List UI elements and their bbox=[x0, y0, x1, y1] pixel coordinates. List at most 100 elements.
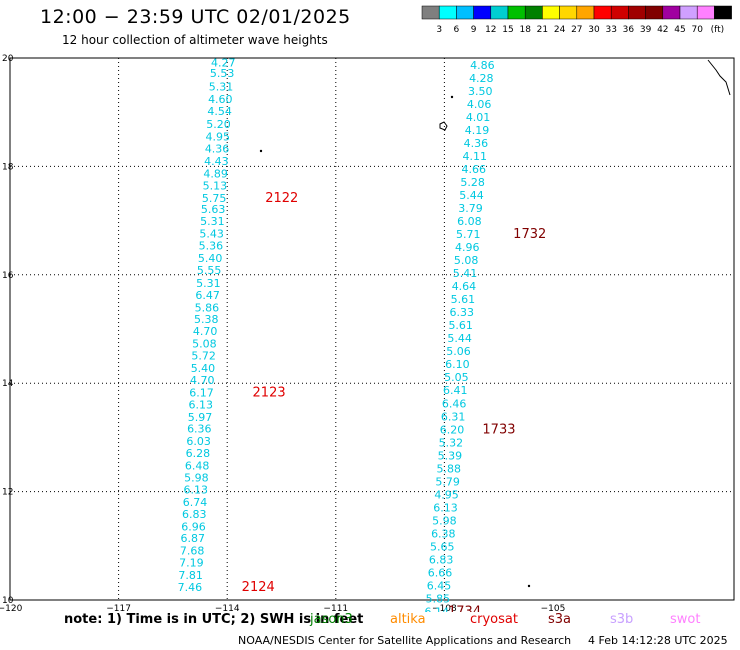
wave-height-value: 4.43 bbox=[204, 155, 229, 168]
wave-height-value: 5.72 bbox=[191, 350, 216, 363]
island-outline bbox=[439, 121, 448, 131]
color-scale-label: 27 bbox=[571, 25, 582, 35]
x-tick-label: −117 bbox=[106, 604, 131, 612]
color-scale-label: 3 bbox=[436, 25, 442, 35]
wave-height-value: 5.13 bbox=[203, 179, 228, 192]
y-tick-label: 20 bbox=[2, 54, 14, 64]
legend-swot: swot bbox=[670, 612, 701, 627]
wave-height-value: 4.64 bbox=[452, 280, 477, 293]
wave-height-value: 5.88 bbox=[436, 462, 461, 475]
wave-height-value: 5.85 bbox=[426, 592, 451, 605]
pass-time-label: 1732 bbox=[513, 227, 546, 242]
wave-height-value: 5.20 bbox=[206, 118, 231, 131]
wave-height-value: 6.74 bbox=[183, 496, 208, 509]
page-subtitle: 12 hour collection of altimeter wave hei… bbox=[62, 33, 328, 47]
footer-notes: note: 1) Time is in UTC; 2) SWH is in fe… bbox=[0, 612, 740, 630]
credit-line: NOAA/NESDIS Center for Satellite Applica… bbox=[238, 634, 572, 647]
color-scale-label: 33 bbox=[605, 25, 616, 35]
color-scale-label: 6 bbox=[454, 25, 460, 35]
wave-height-value: 4.86 bbox=[470, 59, 495, 72]
x-tick-label: −105 bbox=[541, 604, 566, 612]
legend-altika: altika bbox=[390, 612, 426, 627]
wave-height-value: 5.40 bbox=[198, 252, 223, 265]
wave-height-value: 5.08 bbox=[454, 254, 479, 267]
island-dot bbox=[527, 584, 531, 588]
wave-height-value: 6.46 bbox=[442, 397, 467, 410]
wave-height-value: 6.45 bbox=[427, 579, 452, 592]
color-scale-label: 15 bbox=[502, 25, 513, 35]
wave-height-value: 4.11 bbox=[463, 150, 488, 163]
generated-timestamp: 4 Feb 14:12:28 UTC 2025 bbox=[588, 634, 728, 647]
wave-height-value: 4.95 bbox=[206, 131, 231, 144]
wave-height-value: 6.38 bbox=[431, 527, 456, 540]
wave-height-value: 5.98 bbox=[432, 514, 457, 527]
color-scale-label: 36 bbox=[623, 25, 635, 35]
wave-height-value: 6.36 bbox=[187, 423, 212, 436]
wave-height-value: 4.96 bbox=[455, 241, 480, 254]
wave-height-value: 5.79 bbox=[435, 475, 460, 488]
color-scale-label: 12 bbox=[485, 25, 496, 35]
island-dot bbox=[259, 149, 263, 153]
x-tick-label: −111 bbox=[323, 604, 348, 612]
wave-height-value: 5.44 bbox=[447, 332, 472, 345]
color-swatch bbox=[714, 5, 732, 20]
color-scale-label: 42 bbox=[657, 25, 668, 35]
wave-height-value: 5.98 bbox=[184, 472, 209, 485]
wave-height-value: 5.31 bbox=[200, 215, 225, 228]
wave-height-value: 6.20 bbox=[440, 423, 465, 436]
wave-height-value: 4.54 bbox=[207, 105, 232, 118]
legend-s3a: s3a bbox=[548, 612, 572, 627]
color-scale-label: 18 bbox=[519, 25, 531, 35]
wave-height-value: 5.39 bbox=[438, 449, 463, 462]
wave-height-value: 5.36 bbox=[199, 240, 224, 253]
wave-height-value: 6.13 bbox=[183, 483, 208, 496]
y-tick-label: 14 bbox=[2, 379, 14, 389]
y-tick-label: 10 bbox=[2, 596, 14, 606]
plot-frame bbox=[9, 57, 735, 601]
pass-time-label: 2124 bbox=[242, 580, 275, 595]
wave-height-value: 5.44 bbox=[459, 189, 484, 202]
color-scale-label: 9 bbox=[471, 25, 477, 35]
x-tick-label: −108 bbox=[432, 604, 457, 612]
wave-height-value: 6.66 bbox=[428, 566, 453, 579]
wave-height-value: 4.66 bbox=[461, 163, 486, 176]
wave-height-value: 6.41 bbox=[443, 384, 468, 397]
wave-height-value: 6.83 bbox=[429, 553, 454, 566]
y-tick-label: 12 bbox=[2, 488, 13, 498]
wave-height-value: 5.32 bbox=[439, 436, 464, 449]
wave-height-value: 5.61 bbox=[448, 319, 473, 332]
color-scale-label: 21 bbox=[537, 25, 548, 35]
wave-height-value: 6.47 bbox=[195, 289, 220, 302]
wave-height-value: 5.38 bbox=[194, 313, 219, 326]
wave-height-value: 5.41 bbox=[453, 267, 478, 280]
wave-height-value: 5.06 bbox=[446, 345, 471, 358]
wave-height-value: 5.08 bbox=[192, 338, 217, 351]
wave-height-value: 7.68 bbox=[180, 545, 205, 558]
wave-height-value: 6.14 bbox=[425, 605, 450, 612]
color-scale-unit: (ft) bbox=[711, 25, 725, 35]
color-scale-label: 24 bbox=[554, 25, 566, 35]
wave-height-value: 5.53 bbox=[210, 67, 235, 80]
wave-height-value: 4.19 bbox=[465, 124, 490, 137]
wave-height-value: 6.83 bbox=[182, 508, 207, 521]
color-scale: 3 6 9 12 15 18 21 24 27 30 33 36 39 42 45 70 (ft) bbox=[421, 5, 732, 35]
wave-height-value: 4.06 bbox=[467, 98, 492, 111]
coastline-outline bbox=[707, 59, 731, 96]
wave-height-value: 6.03 bbox=[186, 435, 211, 448]
wave-height-value: 5.05 bbox=[444, 371, 469, 384]
wave-height-value: 6.17 bbox=[189, 386, 214, 399]
color-scale-label: 30 bbox=[588, 25, 600, 35]
color-scale-label: 45 bbox=[674, 25, 685, 35]
wave-height-value: 6.96 bbox=[181, 520, 206, 533]
island-dot bbox=[450, 95, 454, 99]
x-tick-label: −120 bbox=[0, 604, 23, 612]
wave-height-value: 6.08 bbox=[457, 215, 482, 228]
wave-height-value: 6.31 bbox=[441, 410, 466, 423]
wave-height-value: 5.40 bbox=[191, 362, 216, 375]
wave-height-value: 4.95 bbox=[434, 488, 459, 501]
pass-time-label: 1733 bbox=[482, 422, 515, 437]
wave-height-value: 7.46 bbox=[178, 581, 203, 594]
wave-height-value: 5.28 bbox=[460, 176, 485, 189]
wave-height-value: 6.33 bbox=[450, 306, 475, 319]
wave-height-value: 6.13 bbox=[433, 501, 458, 514]
